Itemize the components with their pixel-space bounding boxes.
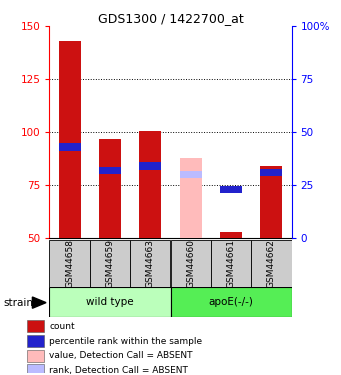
Text: percentile rank within the sample: percentile rank within the sample: [49, 336, 202, 345]
Bar: [260, 169, 282, 176]
Bar: [59, 143, 81, 151]
Bar: [99, 166, 121, 174]
Text: GSM44658: GSM44658: [65, 239, 74, 288]
Bar: [220, 186, 242, 193]
Text: GSM44662: GSM44662: [267, 239, 276, 288]
Bar: [59, 41, 81, 238]
Bar: [170, 287, 292, 317]
Bar: [139, 162, 161, 170]
Title: GDS1300 / 1422700_at: GDS1300 / 1422700_at: [98, 12, 243, 25]
Bar: [180, 158, 202, 238]
Bar: [251, 240, 292, 287]
Text: GSM44661: GSM44661: [226, 239, 236, 288]
Bar: [220, 232, 242, 238]
Text: strain: strain: [3, 298, 33, 308]
Bar: [90, 240, 130, 287]
Bar: [27, 320, 44, 332]
Bar: [139, 131, 161, 238]
Bar: [180, 171, 202, 178]
Text: rank, Detection Call = ABSENT: rank, Detection Call = ABSENT: [49, 366, 188, 375]
Bar: [170, 240, 211, 287]
Bar: [260, 166, 282, 238]
Text: GSM44659: GSM44659: [105, 239, 115, 288]
Text: apoE(-/-): apoE(-/-): [209, 297, 253, 307]
Bar: [49, 287, 170, 317]
Bar: [49, 240, 90, 287]
Bar: [27, 335, 44, 347]
Text: value, Detection Call = ABSENT: value, Detection Call = ABSENT: [49, 351, 193, 360]
Bar: [211, 240, 251, 287]
Bar: [130, 240, 170, 287]
Text: GSM44660: GSM44660: [186, 239, 195, 288]
Bar: [27, 364, 44, 375]
Bar: [99, 138, 121, 238]
Text: count: count: [49, 322, 75, 331]
Bar: [27, 350, 44, 362]
Text: GSM44663: GSM44663: [146, 239, 155, 288]
Text: wild type: wild type: [86, 297, 134, 307]
